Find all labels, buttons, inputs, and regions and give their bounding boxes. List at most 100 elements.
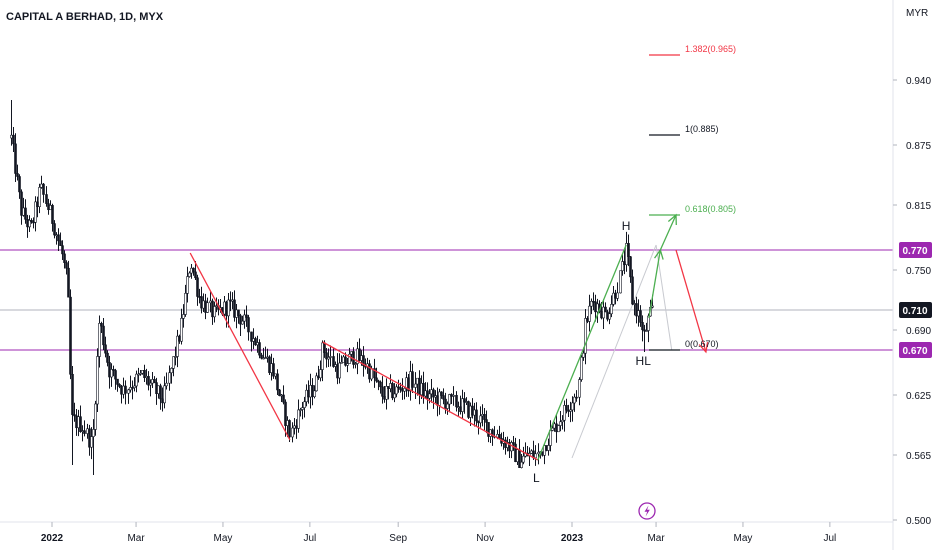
candle-body [168, 372, 171, 384]
time-tick-label: May [214, 533, 233, 544]
candle-body [346, 363, 349, 366]
time-tick-label: 2022 [41, 533, 64, 544]
candle-body [155, 382, 158, 394]
candle-body [137, 373, 140, 376]
candle-body [182, 314, 185, 319]
candle-body [83, 430, 86, 434]
candle-body [143, 370, 146, 378]
candle-body [373, 368, 376, 379]
candle-body [73, 414, 76, 417]
candle-body [551, 427, 554, 431]
candle-body [604, 306, 607, 313]
candle-body [215, 305, 218, 307]
candle-body [204, 300, 207, 313]
candle-body [51, 205, 54, 224]
candle-body [483, 414, 486, 420]
candle-body [344, 356, 347, 366]
time-tick-label: Mar [127, 533, 145, 544]
candle-body [18, 176, 21, 193]
candle-body [590, 300, 593, 307]
candle-body [375, 377, 378, 382]
candle-body [28, 220, 31, 228]
time-tick-label: 2023 [561, 533, 584, 544]
candle-body [159, 385, 162, 400]
candle-body [559, 421, 562, 426]
candle-body [135, 373, 138, 387]
candle-body [233, 299, 236, 318]
candle-body [14, 143, 17, 174]
fib-level-label: 1.382(0.965) [685, 44, 736, 54]
candle-body [399, 387, 402, 390]
candle-body [96, 356, 99, 405]
candle-body [86, 428, 89, 434]
candle-body [282, 394, 285, 403]
trend-line[interactable] [322, 341, 539, 461]
projection-line [571, 244, 657, 459]
candle-body [116, 378, 119, 385]
time-tick-label: Jul [303, 533, 316, 544]
trend-line[interactable] [675, 249, 707, 353]
candle-body [272, 363, 275, 377]
trend-line[interactable] [659, 214, 677, 251]
trend-line[interactable] [189, 252, 291, 441]
candle-body [141, 370, 144, 374]
candle-body [411, 371, 414, 388]
candle-body [631, 276, 634, 305]
candle-body [475, 409, 478, 422]
time-axis[interactable]: 2022 Mar May Jul Sep Nov 2023 Mar May Jul [41, 522, 836, 544]
candle-body [561, 419, 564, 423]
candle-body [463, 398, 466, 403]
candle-body [651, 305, 654, 308]
candle-body [537, 451, 540, 455]
candle-body [252, 338, 255, 342]
candle-body [10, 134, 13, 139]
candle-body [176, 335, 179, 357]
candle-body [319, 369, 322, 379]
candle-body [104, 344, 107, 354]
price-tags: 0.770 0.710 0.670 [899, 242, 932, 358]
candle-body [184, 293, 187, 315]
candle-body [129, 387, 132, 391]
candle-body [391, 383, 394, 399]
price-tick-label: 0.815 [906, 201, 931, 212]
time-tick-label: Mar [647, 533, 665, 544]
fib-levels[interactable]: 1.382(0.965) 1(0.885) 0.618(0.805) 0(0.670) [649, 44, 736, 351]
price-tag [899, 342, 932, 358]
candle-body [299, 409, 302, 411]
candle-body [377, 380, 380, 383]
candle-body [239, 315, 242, 325]
candle-body [81, 430, 84, 432]
fib-level-label: 1(0.885) [685, 124, 719, 134]
candle-body [639, 310, 642, 323]
price-tick-label: 0.875 [906, 141, 931, 152]
price-tag [899, 302, 932, 318]
candle-body [635, 303, 638, 317]
candle-body [348, 353, 351, 364]
candle-body [563, 405, 566, 421]
price-tag-label: 0.670 [902, 346, 927, 357]
trend-line[interactable] [537, 244, 627, 461]
candle-body [178, 335, 181, 342]
candle-body [358, 348, 361, 361]
candle-body [569, 409, 572, 412]
candle-body [455, 394, 458, 408]
candle-body [231, 299, 234, 302]
candle-body [235, 309, 238, 318]
price-tick-label: 0.625 [906, 391, 931, 402]
candle-body [69, 296, 72, 375]
candle-body [332, 356, 335, 367]
candle-body [139, 372, 142, 375]
price-axis[interactable]: 0.940 0.875 0.815 0.750 0.690 0.625 0.565 0.500 [893, 76, 931, 527]
candle-body [629, 256, 632, 278]
candle-body [442, 395, 445, 400]
trend-line[interactable] [648, 249, 661, 319]
candle-body [57, 234, 60, 242]
candle-body [284, 401, 287, 426]
time-tick-label: May [734, 533, 753, 544]
lightning-icon[interactable] [638, 502, 656, 520]
candle-body [127, 389, 130, 394]
candle-body [53, 223, 56, 236]
candle-body [114, 370, 117, 380]
candle-body [621, 261, 624, 272]
